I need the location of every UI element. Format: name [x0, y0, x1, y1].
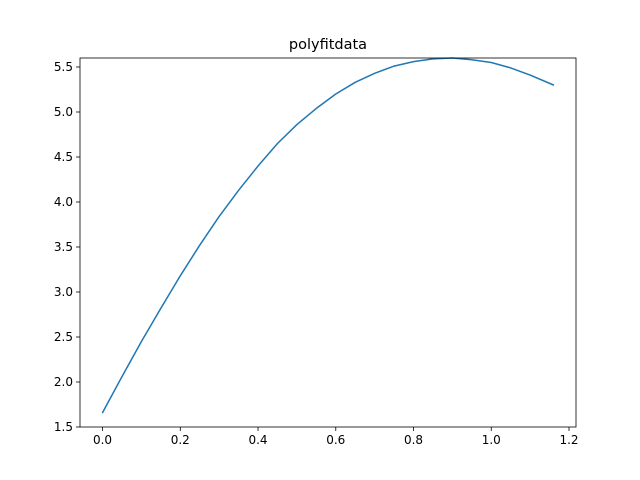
y-axis-ticks: 1.5 2.0 2.5 3.0 3.5 4.0 4.5 5.0 5.5: [54, 60, 80, 434]
x-tick-label: 0.4: [248, 433, 267, 447]
y-tick-label: 4.0: [54, 195, 73, 209]
x-tick-label: 0.0: [93, 433, 112, 447]
y-tick-label: 3.5: [54, 240, 73, 254]
x-tick-label: 1.0: [482, 433, 501, 447]
y-tick-label: 3.0: [54, 285, 73, 299]
x-tick-label: 0.2: [171, 433, 190, 447]
series-line-0: [101, 57, 555, 414]
y-tick-label: 2.5: [54, 330, 73, 344]
y-tick-label: 4.5: [54, 150, 73, 164]
plot-area-frame: [79, 57, 577, 428]
x-tick-label: 0.8: [404, 433, 423, 447]
x-tick-label: 0.6: [326, 433, 345, 447]
y-tick-label: 5.0: [54, 105, 73, 119]
y-tick-label: 5.5: [54, 60, 73, 74]
series-layer: [101, 57, 555, 414]
x-axis-ticks: 0.0 0.2 0.4 0.6 0.8 1.0 1.2: [93, 427, 579, 447]
y-tick-label: 2.0: [54, 375, 73, 389]
x-tick-label: 1.2: [559, 433, 578, 447]
chart-title: polyfitdata: [289, 37, 367, 53]
y-tick-label: 1.5: [54, 420, 73, 434]
